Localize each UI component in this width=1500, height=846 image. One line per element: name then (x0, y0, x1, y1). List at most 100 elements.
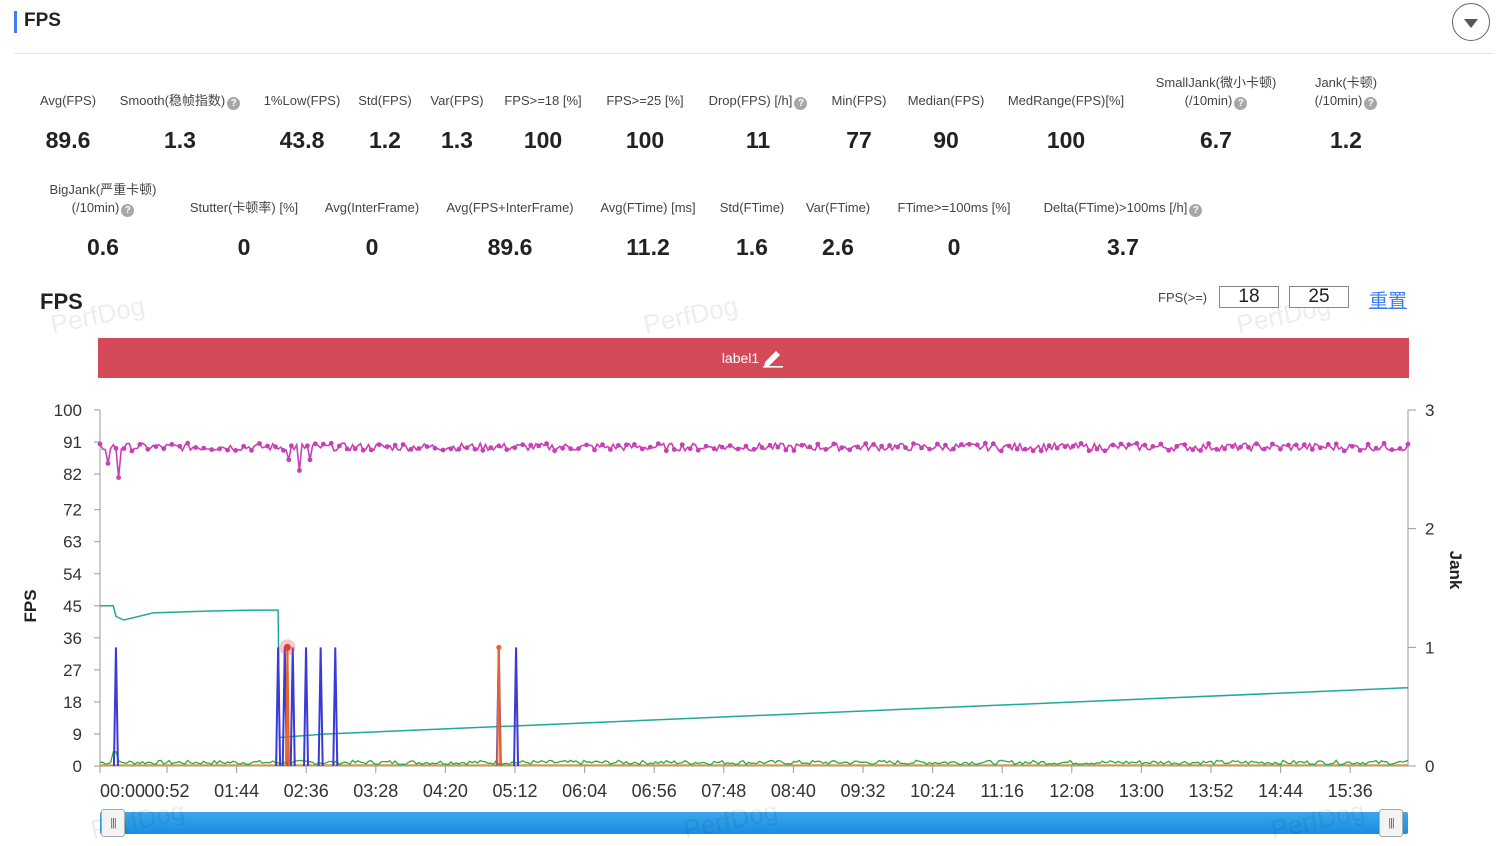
metric-cell: Std(FPS) 1.2 (295, 92, 475, 153)
metric-label: Median(FPS) (907, 93, 985, 108)
metric-label: Stutter(卡顿率) [%] (189, 200, 299, 215)
metric-cell: Median(FPS) 90 (856, 92, 1036, 153)
help-icon[interactable]: ? (1234, 97, 1248, 110)
fps-point (177, 443, 183, 449)
help-icon[interactable]: ? (1189, 204, 1203, 217)
fps-point (297, 468, 302, 473)
collapse-toggle-button[interactable] (1452, 3, 1490, 41)
fps-point (352, 446, 358, 452)
help-icon[interactable]: ? (121, 204, 135, 217)
fps-point (927, 446, 932, 452)
jank-spike (112, 647, 119, 767)
metric-cell: Delta(FTime)>100ms [/h]? 3.7 (1033, 199, 1213, 260)
jank-spike (496, 647, 502, 767)
fps-point (344, 446, 350, 452)
fps-point (703, 443, 709, 449)
fps-point (1262, 446, 1267, 452)
fps-point (1293, 442, 1299, 448)
metric-label: Avg(FPS+InterFrame) (446, 200, 574, 215)
fps-point (807, 444, 813, 450)
jank-spike (317, 647, 324, 767)
metric-label: Avg(InterFrame) (324, 200, 420, 215)
fps-point (1142, 442, 1148, 448)
fps-point (1206, 441, 1211, 446)
metric-label-text: Drop(FPS) [/h] (708, 93, 793, 108)
label-bar[interactable]: label1 (98, 338, 1409, 378)
fps-point (1246, 444, 1251, 450)
fps-point (400, 442, 406, 447)
fps-point (408, 446, 414, 452)
metric-value: 6.7 (1200, 127, 1232, 153)
fps-point (783, 447, 789, 453)
y-tick-label: 45 (63, 597, 82, 616)
fps-point (1150, 444, 1156, 449)
fps-point (791, 448, 797, 453)
fps-point (584, 442, 589, 448)
fps-point (552, 448, 557, 454)
section-title: FPS (24, 10, 61, 31)
fps-threshold-label: FPS(>=) (1158, 290, 1208, 305)
fps-point (711, 446, 717, 452)
slider-handle-right[interactable]: ||| (1379, 809, 1403, 837)
y-tick-label: 100 (54, 401, 82, 420)
fps-point (1278, 446, 1283, 452)
fps-point (663, 448, 669, 454)
fps-point (307, 457, 313, 463)
reset-button[interactable]: 重置 (1369, 291, 1408, 312)
fps-point (1022, 446, 1028, 452)
fps-point (1062, 444, 1068, 450)
fps-point (943, 442, 948, 448)
fps-point (1301, 442, 1307, 448)
watermark: PerfDog (640, 290, 741, 340)
fps-point (1190, 447, 1196, 453)
x-tick-label: 08:40 (771, 781, 816, 801)
metric-cell: MedRange(FPS)[%] 100 (976, 92, 1156, 153)
fps-point (1254, 441, 1259, 447)
time-range-slider[interactable] (100, 812, 1408, 834)
fps-point (863, 441, 869, 446)
fps-point (305, 443, 310, 449)
fps-point (799, 442, 805, 448)
metric-value: 11 (745, 127, 771, 153)
metric-value: 3.7 (1107, 234, 1139, 260)
jank-spike (275, 647, 282, 767)
fps-point (951, 446, 956, 452)
fps-point (974, 442, 980, 448)
chart-series (97, 440, 1411, 767)
fps-point (831, 441, 837, 447)
fps-threshold-input-1[interactable] (1219, 286, 1279, 308)
fps-point (440, 447, 446, 453)
help-icon[interactable]: ? (1364, 97, 1378, 110)
fps-point (185, 440, 191, 446)
fps-point (1357, 448, 1363, 453)
metric-cell: FTime>=100ms [%] 0 (864, 199, 1044, 260)
fps-point (1230, 444, 1235, 449)
fps-point (1317, 445, 1323, 451)
fps-point (815, 441, 821, 447)
metric-value: 0.6 (87, 234, 119, 260)
fps-threshold-input-2[interactable] (1289, 286, 1349, 308)
section-accent-bar (14, 11, 17, 33)
fps-point (1270, 441, 1275, 447)
fps-point (1405, 441, 1411, 447)
fps-point (855, 444, 861, 450)
fps-point (608, 447, 613, 452)
help-icon[interactable]: ? (227, 97, 241, 110)
metric-value: 1.3 (164, 127, 196, 153)
fps-point (767, 442, 773, 448)
metric-label-text: Delta(FTime)>100ms [/h] (1043, 200, 1188, 215)
chevron-down-icon (1464, 19, 1478, 28)
metric-value: 90 (933, 127, 959, 153)
fps-point (320, 441, 326, 447)
metric-cell: Min(FPS) 77 (769, 92, 949, 153)
metric-value: 100 (625, 127, 665, 153)
help-icon[interactable]: ? (794, 97, 808, 110)
y-tick-label: 18 (63, 693, 82, 712)
pencil-icon[interactable] (761, 348, 785, 368)
fps-point (1094, 446, 1100, 452)
fps-point (1134, 441, 1140, 446)
x-tick-label: 11:16 (980, 781, 1024, 801)
slider-handle-left[interactable]: ||| (101, 809, 125, 837)
y2-tick-label: 2 (1425, 520, 1434, 539)
y-tick-label: 0 (73, 757, 82, 776)
